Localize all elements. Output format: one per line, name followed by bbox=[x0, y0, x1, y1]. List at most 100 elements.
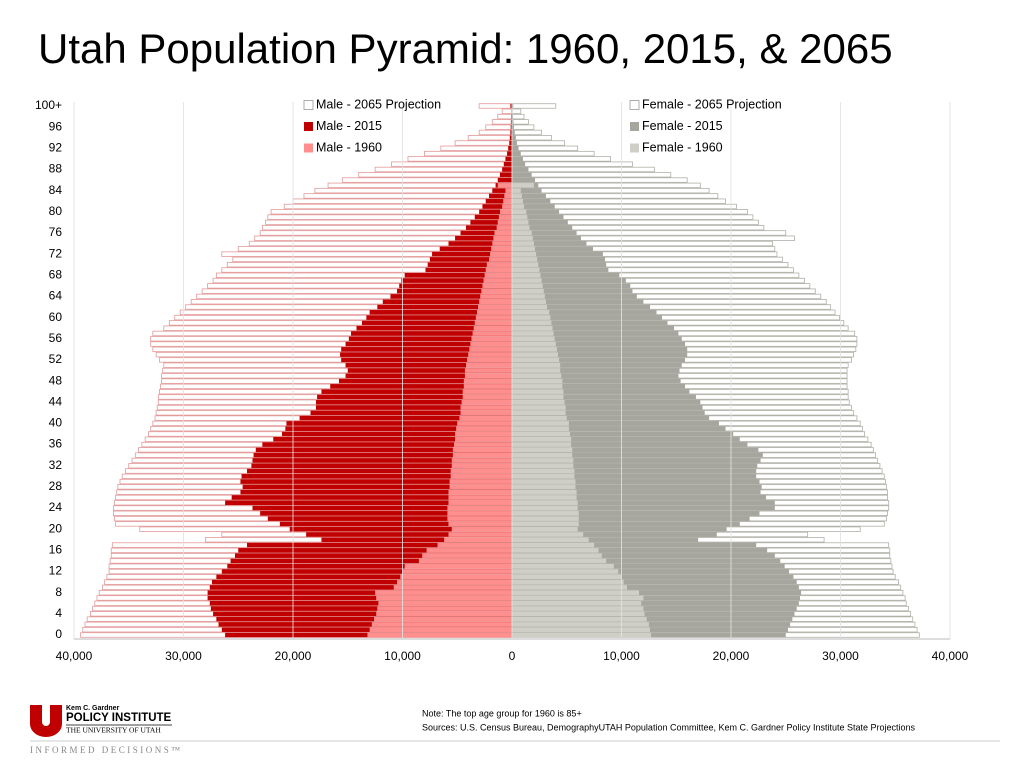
bar bbox=[504, 193, 512, 199]
bar bbox=[512, 600, 799, 606]
bar bbox=[512, 590, 640, 595]
bar bbox=[221, 569, 512, 574]
legend-swatch bbox=[303, 100, 314, 110]
bar bbox=[315, 399, 512, 405]
bar bbox=[485, 267, 512, 273]
bar bbox=[512, 616, 793, 622]
bar bbox=[314, 187, 513, 194]
bar bbox=[512, 405, 566, 410]
bar bbox=[511, 150, 595, 157]
bar bbox=[390, 294, 512, 299]
bar bbox=[512, 135, 516, 141]
bar bbox=[358, 172, 513, 178]
bar bbox=[512, 325, 675, 331]
bar bbox=[393, 585, 512, 590]
bar bbox=[497, 183, 512, 188]
bar bbox=[512, 405, 703, 410]
bar bbox=[512, 103, 514, 109]
bar bbox=[464, 373, 512, 379]
bar bbox=[512, 415, 567, 421]
bar bbox=[512, 188, 521, 193]
bar bbox=[511, 166, 655, 173]
bar bbox=[234, 553, 512, 558]
bar bbox=[218, 622, 513, 627]
bar bbox=[225, 500, 513, 506]
bar bbox=[512, 474, 757, 479]
bar bbox=[369, 310, 512, 315]
bar bbox=[470, 341, 512, 347]
bar bbox=[448, 489, 512, 495]
bar bbox=[505, 188, 512, 193]
bar bbox=[273, 436, 512, 442]
bar bbox=[450, 474, 512, 479]
bar bbox=[512, 421, 719, 426]
bar bbox=[512, 426, 726, 431]
bar bbox=[512, 458, 574, 463]
bar bbox=[497, 113, 513, 120]
bar bbox=[512, 595, 644, 601]
bar bbox=[449, 484, 512, 490]
y-tick-label: 48 bbox=[49, 373, 63, 387]
bar bbox=[512, 505, 578, 511]
bar bbox=[448, 241, 512, 246]
bar bbox=[283, 203, 513, 210]
bar bbox=[494, 230, 512, 236]
y-tick-label: 92 bbox=[49, 140, 63, 154]
bar bbox=[221, 627, 512, 632]
y-tick-label: 84 bbox=[49, 183, 63, 197]
bar bbox=[512, 124, 514, 130]
legend-swatch bbox=[629, 100, 640, 110]
bar bbox=[512, 574, 794, 580]
bar bbox=[211, 579, 512, 585]
bar bbox=[512, 220, 529, 225]
bar bbox=[512, 193, 546, 199]
bar bbox=[512, 463, 574, 468]
y-tick-label: 72 bbox=[49, 246, 63, 260]
bar bbox=[449, 479, 512, 484]
bar bbox=[482, 204, 512, 209]
logo-line1: Kem C. Gardner bbox=[66, 705, 120, 712]
x-tick-label: 10,000 bbox=[384, 649, 421, 663]
bar bbox=[512, 500, 775, 506]
bar bbox=[512, 537, 589, 543]
bar bbox=[426, 548, 512, 553]
bar bbox=[404, 563, 512, 569]
bar bbox=[255, 447, 512, 453]
bar bbox=[462, 394, 512, 400]
bar bbox=[512, 251, 537, 257]
bar bbox=[512, 579, 624, 585]
bar bbox=[474, 214, 512, 220]
bar bbox=[486, 262, 512, 267]
bar bbox=[464, 368, 512, 373]
bar bbox=[351, 331, 512, 336]
bar bbox=[437, 542, 512, 548]
bar bbox=[512, 558, 781, 564]
bar bbox=[478, 304, 512, 310]
bar bbox=[512, 447, 759, 453]
y-tick-label: 68 bbox=[49, 267, 63, 281]
chart-title: Utah Population Pyramid: 1960, 2015, & 2… bbox=[38, 25, 893, 72]
legend-swatch bbox=[304, 122, 313, 131]
bar bbox=[451, 526, 512, 532]
legend-swatch bbox=[630, 143, 639, 153]
bar bbox=[512, 188, 542, 193]
bar bbox=[510, 103, 512, 109]
bar bbox=[489, 257, 512, 262]
y-tick-label: 76 bbox=[49, 225, 63, 239]
bar bbox=[407, 156, 513, 162]
bar bbox=[479, 299, 512, 305]
bar bbox=[512, 436, 572, 442]
bar bbox=[512, 627, 650, 632]
bar bbox=[497, 220, 512, 225]
bar bbox=[404, 273, 512, 278]
bar bbox=[502, 167, 512, 172]
bar bbox=[512, 288, 544, 294]
bar bbox=[512, 310, 550, 315]
x-tick-label: 10,000 bbox=[603, 649, 640, 663]
bar bbox=[459, 415, 512, 421]
bar bbox=[348, 336, 512, 342]
bar bbox=[209, 585, 512, 590]
y-tick-label: 80 bbox=[49, 204, 63, 218]
bar bbox=[448, 495, 512, 500]
bar bbox=[512, 458, 761, 463]
